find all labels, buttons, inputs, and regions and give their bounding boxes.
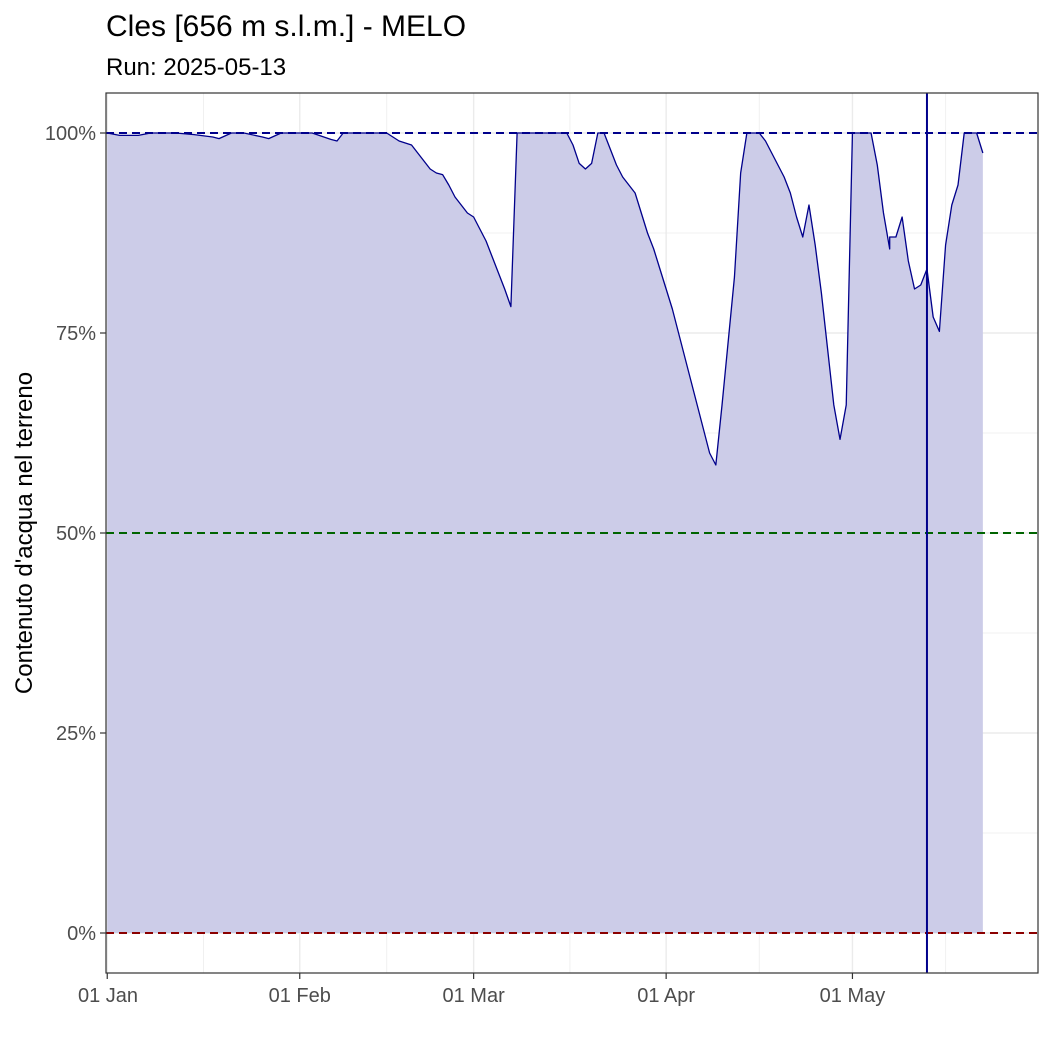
x-tick-label: 01 May (820, 985, 886, 1007)
soil-moisture-line (107, 132, 984, 466)
y-axis-title: Contenuto d'acqua nel terreno (11, 372, 38, 694)
y-axis: 0% 25% 50% 75% 100% (45, 123, 106, 945)
y-tick-label: 75% (56, 323, 96, 345)
y-tick-label: 0% (67, 923, 96, 945)
x-axis: 01 Jan 01 Feb 01 Mar 01 Apr 01 May (78, 973, 885, 1007)
y-tick-label: 100% (45, 123, 96, 145)
chart-title: Cles [656 m s.l.m.] - MELO (106, 10, 466, 43)
data-area-layer (107, 133, 983, 933)
soil-moisture-area (107, 133, 983, 933)
x-tick-label: 01 Mar (443, 985, 506, 1007)
chart-subtitle: Run: 2025-05-13 (106, 54, 286, 81)
x-tick-label: 01 Feb (269, 985, 331, 1007)
x-tick-label: 01 Apr (637, 985, 695, 1007)
y-tick-label: 50% (56, 523, 96, 545)
data-line-layer (107, 132, 984, 466)
x-tick-label: 01 Jan (78, 985, 138, 1007)
y-tick-label: 25% (56, 723, 96, 745)
